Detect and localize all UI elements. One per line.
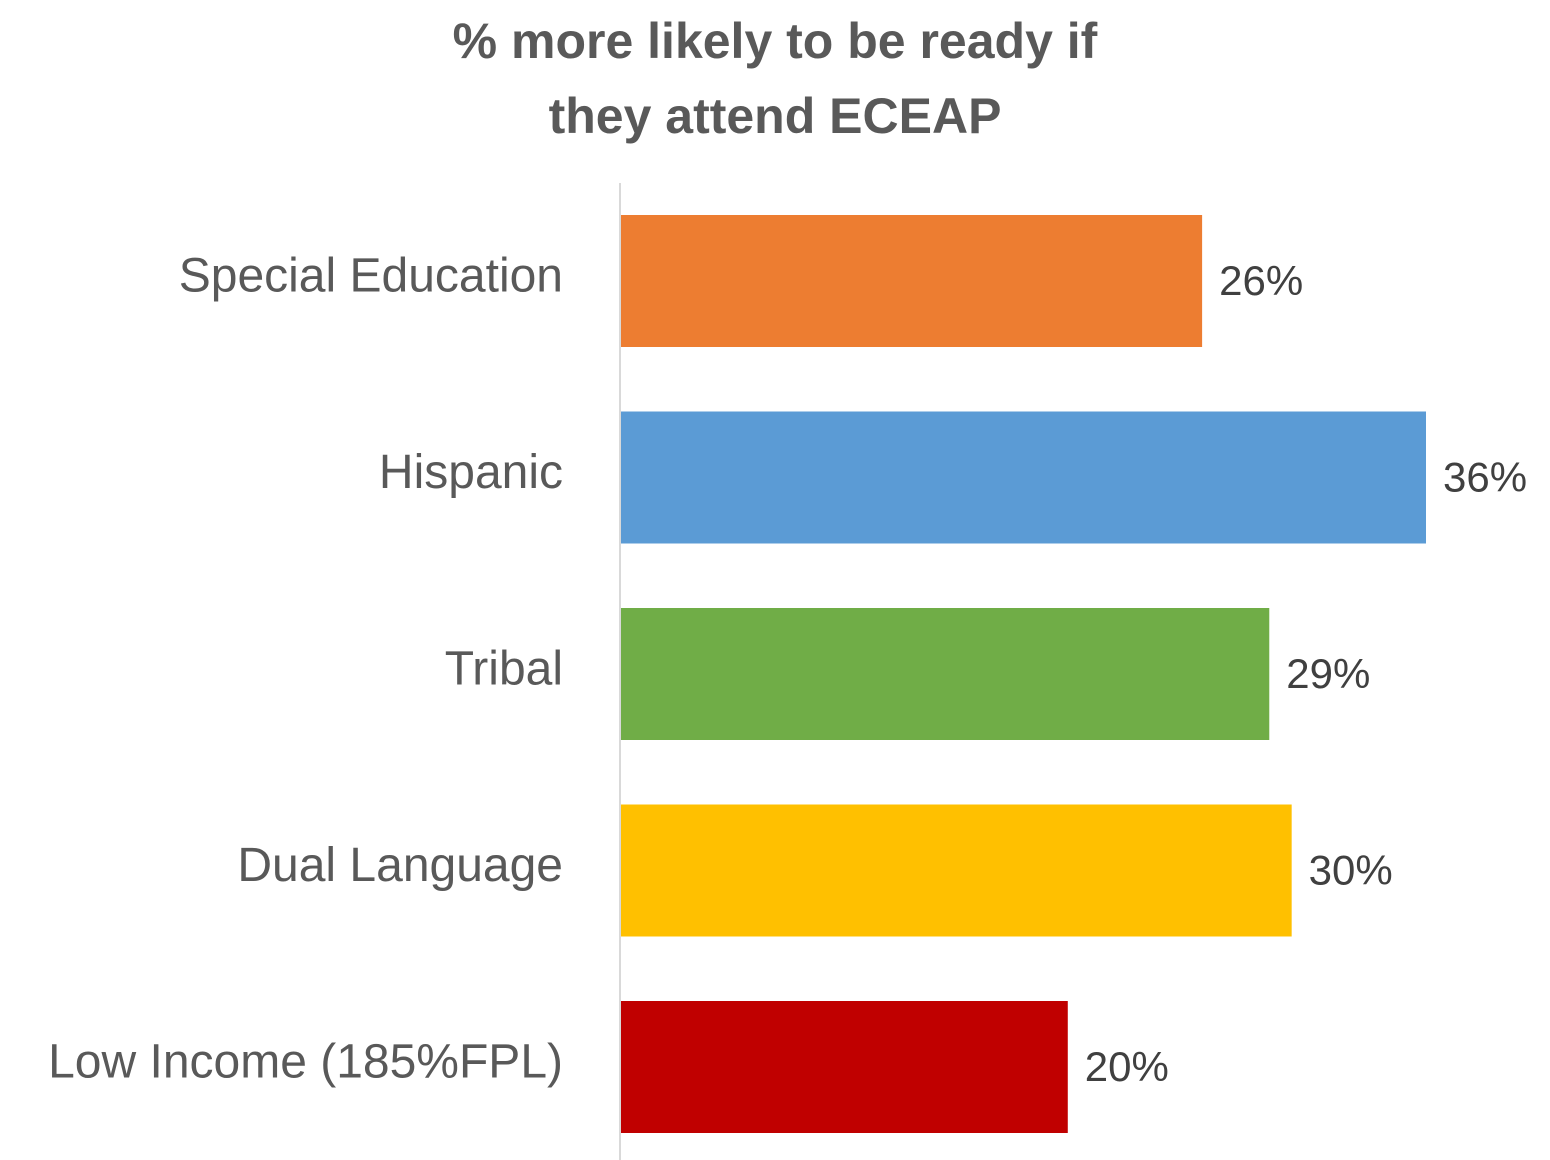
value-label-hispanic: 36% (1443, 454, 1527, 501)
bar-hispanic (620, 411, 1426, 544)
value-label-dual-language: 30% (1309, 847, 1393, 894)
bar-tribal (620, 608, 1270, 740)
category-label-low-income-185-fpl: Low Income (185%FPL) (48, 1036, 563, 1089)
category-label-tribal: Tribal (445, 643, 563, 696)
bar-low-income-185-fpl (620, 1001, 1068, 1133)
value-label-special-education: 26% (1219, 257, 1303, 304)
bar-special-education (620, 215, 1203, 347)
bar-dual-language (620, 804, 1292, 937)
category-label-special-education: Special Education (179, 250, 563, 303)
value-label-tribal: 29% (1286, 650, 1370, 697)
value-label-low-income-185-fpl: 20% (1085, 1043, 1169, 1090)
category-label-dual-language: Dual Language (237, 839, 563, 892)
chart-title-line-2: they attend ECEAP (548, 88, 1002, 144)
category-label-hispanic: Hispanic (379, 446, 563, 499)
chart-title-line-1: % more likely to be ready if (452, 13, 1098, 69)
chart-title: % more likely to be ready if they attend… (300, 4, 1250, 154)
bars-layer: Special Education 26% Hispanic 36% Tribal 29%… (48, 215, 1527, 1133)
